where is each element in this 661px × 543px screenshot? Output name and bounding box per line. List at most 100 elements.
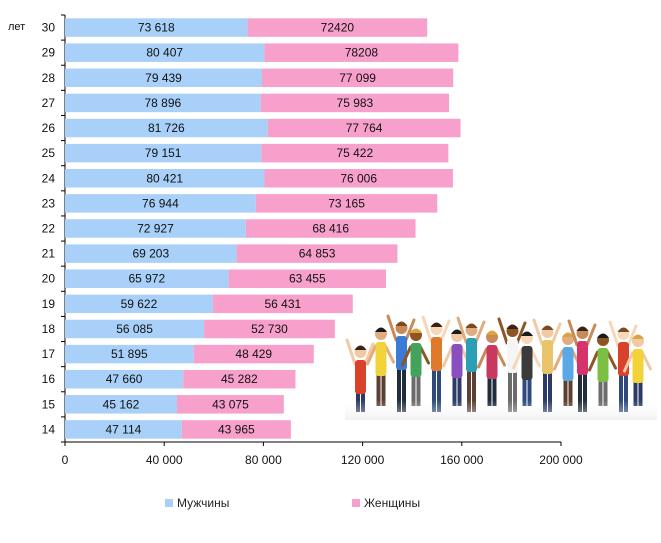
bar-men	[65, 319, 205, 339]
data-label-men: 78 896	[144, 96, 181, 110]
bar-men	[65, 143, 262, 163]
y-tick-label: 22	[42, 222, 56, 236]
crowd-person	[401, 328, 430, 406]
crowd-person	[608, 320, 638, 412]
data-label-women: 75 422	[336, 146, 373, 160]
x-tick-label: 200 000	[539, 453, 583, 467]
data-label-women: 45 282	[221, 372, 258, 386]
y-tick-label: 24	[42, 171, 56, 185]
y-tick-label: 26	[42, 121, 56, 135]
y-tick-label: 28	[42, 71, 56, 85]
data-label-men: 47 660	[106, 372, 143, 386]
crowd-person	[477, 330, 506, 406]
crowd-person	[497, 317, 527, 412]
y-tick-label: 14	[42, 422, 56, 436]
x-tick-label: 160 000	[440, 453, 484, 467]
y-unit-label: лет	[8, 21, 25, 33]
data-label-women: 76 006	[340, 171, 377, 185]
bar-women	[247, 18, 428, 37]
crowd-person	[366, 327, 395, 406]
bar-women	[267, 118, 461, 138]
data-label-women: 77 764	[346, 121, 383, 135]
data-label-men: 45 162	[103, 397, 140, 411]
bar-men	[65, 369, 184, 389]
crowd-person	[553, 332, 582, 406]
data-label-men: 56 085	[116, 322, 153, 336]
legend-item-men: Мужчины	[165, 496, 229, 510]
y-tick-label: 20	[42, 272, 56, 286]
y-tick-label: 29	[42, 46, 56, 60]
chart-legend: Мужчины Женщины	[0, 496, 661, 514]
bar-men	[65, 344, 194, 364]
bar-women	[261, 143, 449, 163]
data-label-women: 72420	[321, 21, 355, 35]
data-label-men: 59 622	[121, 297, 158, 311]
data-label-men: 73 618	[138, 21, 175, 35]
legend-label-men: Мужчины	[177, 496, 230, 510]
bar-women	[193, 344, 314, 364]
y-tick-label: 21	[42, 247, 56, 261]
bar-men	[65, 43, 265, 62]
crowd-person	[588, 333, 617, 406]
crowd-person	[512, 331, 541, 406]
data-label-women: 78208	[345, 46, 379, 60]
bar-men	[65, 93, 261, 113]
bar-women	[204, 319, 335, 339]
bar-women	[264, 169, 453, 188]
data-label-women: 43 965	[218, 422, 255, 436]
y-tick-label: 23	[42, 196, 56, 210]
data-label-women: 77 099	[339, 71, 376, 85]
data-label-women: 48 429	[235, 347, 272, 361]
data-label-men: 65 972	[128, 272, 165, 286]
bar-men	[65, 219, 246, 238]
crowd-person	[623, 334, 652, 406]
data-label-men: 51 895	[111, 347, 148, 361]
x-tick-label: 0	[62, 453, 69, 467]
data-label-men: 80 421	[146, 171, 183, 185]
data-label-women: 68 416	[312, 222, 349, 236]
bar-men	[65, 118, 268, 138]
data-label-men: 76 944	[142, 196, 179, 210]
y-tick-label: 27	[42, 96, 56, 110]
bar-men	[65, 420, 182, 439]
data-label-men: 72 927	[137, 222, 174, 236]
data-label-women: 63 455	[289, 272, 326, 286]
legend-label-women: Женщины	[364, 496, 421, 510]
data-label-men: 81 726	[148, 121, 185, 135]
x-tick-label: 40 000	[146, 453, 183, 467]
y-tick-label: 18	[42, 322, 56, 336]
data-label-women: 64 853	[299, 247, 336, 261]
crowd-person	[442, 329, 471, 406]
legend-swatch-women	[352, 499, 360, 507]
bar-men	[65, 294, 213, 314]
bar-women	[183, 369, 296, 389]
bar-women	[262, 68, 454, 88]
x-tick-label: 120 000	[341, 453, 385, 467]
y-tick-label: 30	[42, 21, 56, 35]
data-label-men: 79 439	[145, 71, 182, 85]
bar-women	[228, 269, 386, 288]
legend-item-women: Женщины	[352, 496, 420, 510]
crowd-person	[386, 314, 416, 412]
bar-women	[260, 93, 450, 113]
x-tick-label: 80 000	[245, 453, 282, 467]
data-label-women: 75 983	[337, 96, 374, 110]
bar-men	[65, 395, 178, 414]
data-label-men: 69 203	[132, 247, 169, 261]
data-label-men: 79 151	[145, 146, 182, 160]
bar-women	[245, 219, 416, 238]
y-tick-label: 16	[42, 372, 56, 386]
bar-women	[181, 420, 291, 439]
y-tick-labels: 30 29 28 27 26 25 24 23 22 21 20 19 18 17 16 15 14	[42, 21, 56, 437]
bar-women	[212, 294, 353, 314]
bar-men	[65, 169, 265, 188]
bar-women	[264, 43, 459, 62]
bar-men	[65, 68, 263, 88]
crowd-person	[532, 318, 562, 412]
chart-bars: 73 618 72420 80 407 78208 79 439 77 099 78 896…	[65, 18, 461, 439]
y-tick-label: 15	[42, 397, 56, 411]
data-label-men: 80 407	[146, 46, 183, 60]
bar-men	[65, 194, 256, 213]
crowd-person	[456, 316, 486, 412]
